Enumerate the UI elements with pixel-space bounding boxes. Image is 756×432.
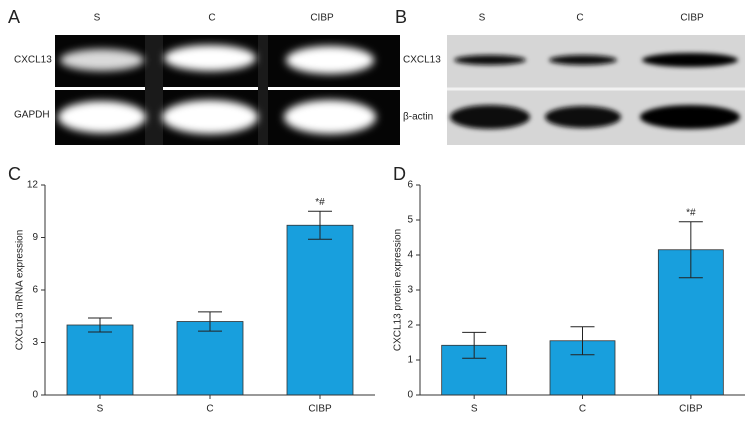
y-tick-label: 4	[407, 250, 413, 261]
gel-image	[55, 35, 400, 145]
y-tick-label: 1	[407, 355, 413, 366]
bar	[66, 324, 134, 396]
y-tick-label: 0	[32, 390, 38, 401]
blot-image	[447, 35, 745, 145]
row-label: CXCL13	[403, 55, 441, 66]
lane-label: CIBP	[310, 13, 334, 24]
lane-label: CIBP	[680, 13, 704, 24]
annotation: *#	[686, 207, 696, 218]
y-axis-label: CXCL13 mRNA expression	[15, 230, 26, 351]
panel-letter: C	[8, 164, 21, 184]
y-tick-label: 3	[407, 285, 413, 296]
lane-label: S	[94, 13, 101, 24]
x-tick-label: C	[579, 404, 586, 415]
y-tick-label: 6	[32, 285, 38, 296]
y-tick-label: 3	[32, 337, 38, 348]
y-tick-label: 6	[407, 180, 413, 191]
x-tick-label: S	[471, 404, 478, 415]
bar	[286, 224, 354, 396]
panel-letter: B	[395, 7, 407, 27]
lane-label: S	[479, 13, 486, 24]
bar	[176, 321, 244, 396]
row-label: β-actin	[403, 112, 433, 123]
y-tick-label: 12	[27, 180, 39, 191]
y-tick-label: 5	[407, 215, 413, 226]
x-tick-label: C	[206, 404, 213, 415]
y-axis-label: CXCL13 protein expression	[393, 229, 404, 351]
x-tick-label: S	[97, 404, 104, 415]
row-label: CXCL13	[14, 55, 52, 66]
annotation: *#	[315, 197, 325, 208]
row-label: GAPDH	[14, 110, 50, 121]
y-tick-label: 0	[407, 390, 413, 401]
x-tick-label: CIBP	[679, 404, 703, 415]
x-tick-label: CIBP	[308, 404, 332, 415]
lane-label: C	[576, 13, 583, 24]
panel-letter: D	[393, 164, 406, 184]
lane-label: C	[208, 13, 215, 24]
y-tick-label: 9	[32, 232, 38, 243]
panel-letter: A	[8, 7, 20, 27]
y-tick-label: 2	[407, 320, 413, 331]
